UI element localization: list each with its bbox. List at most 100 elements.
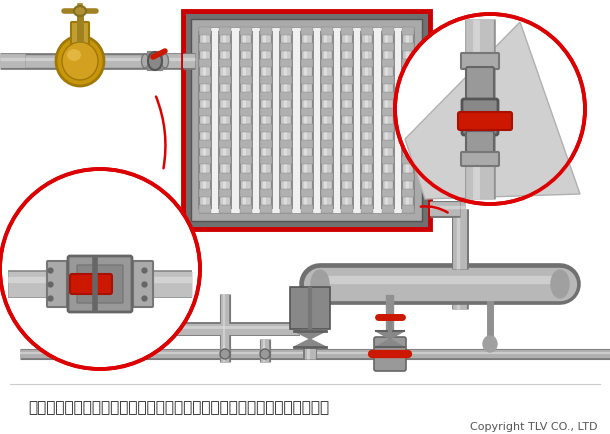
Bar xyxy=(301,141,312,149)
Bar xyxy=(199,125,211,133)
Bar xyxy=(199,157,211,165)
Bar xyxy=(199,108,211,117)
Bar xyxy=(321,108,333,117)
Bar xyxy=(199,92,211,101)
Bar xyxy=(240,189,251,197)
Bar xyxy=(240,173,251,181)
Bar xyxy=(321,157,333,165)
Bar xyxy=(199,141,211,149)
FancyBboxPatch shape xyxy=(461,54,499,70)
Bar xyxy=(402,189,414,197)
Bar xyxy=(280,125,292,133)
Bar xyxy=(301,60,312,68)
Bar xyxy=(321,141,333,149)
FancyBboxPatch shape xyxy=(461,153,499,167)
Bar xyxy=(382,60,393,68)
Bar xyxy=(361,44,373,52)
Bar xyxy=(402,141,414,149)
FancyBboxPatch shape xyxy=(462,100,498,136)
Bar xyxy=(361,189,373,197)
Bar xyxy=(220,92,231,101)
FancyBboxPatch shape xyxy=(81,309,133,349)
Bar xyxy=(382,92,393,101)
Ellipse shape xyxy=(126,310,164,348)
Bar xyxy=(301,189,312,197)
Bar xyxy=(280,28,292,36)
Bar xyxy=(382,76,393,84)
Bar xyxy=(402,157,414,165)
Bar xyxy=(280,189,292,197)
Bar xyxy=(199,28,211,36)
Bar xyxy=(402,92,414,101)
FancyBboxPatch shape xyxy=(68,256,132,312)
FancyBboxPatch shape xyxy=(47,261,67,307)
Ellipse shape xyxy=(260,349,270,359)
Bar xyxy=(361,141,373,149)
FancyBboxPatch shape xyxy=(290,287,330,329)
Bar xyxy=(361,173,373,181)
Bar xyxy=(240,76,251,84)
Bar xyxy=(280,44,292,52)
Bar xyxy=(382,44,393,52)
Bar xyxy=(220,206,231,214)
Bar xyxy=(280,206,292,214)
FancyBboxPatch shape xyxy=(466,132,494,164)
Bar xyxy=(260,157,272,165)
Bar xyxy=(341,206,353,214)
Bar xyxy=(321,125,333,133)
Bar xyxy=(361,28,373,36)
Bar xyxy=(341,76,353,84)
Bar xyxy=(382,125,393,133)
Bar xyxy=(321,76,333,84)
Bar xyxy=(341,108,353,117)
Polygon shape xyxy=(294,339,326,347)
Bar xyxy=(341,28,353,36)
Ellipse shape xyxy=(67,50,81,62)
Bar xyxy=(280,157,292,165)
Bar xyxy=(260,206,272,214)
Ellipse shape xyxy=(56,37,104,87)
Polygon shape xyxy=(294,331,326,339)
Bar xyxy=(341,157,353,165)
Bar xyxy=(220,28,231,36)
FancyBboxPatch shape xyxy=(466,68,494,102)
Bar xyxy=(240,60,251,68)
Bar xyxy=(402,108,414,117)
Bar xyxy=(321,60,333,68)
Bar xyxy=(382,28,393,36)
Bar xyxy=(240,108,251,117)
Bar xyxy=(260,76,272,84)
Bar xyxy=(341,189,353,197)
Bar xyxy=(341,44,353,52)
FancyBboxPatch shape xyxy=(77,265,123,303)
Bar xyxy=(240,141,251,149)
Bar xyxy=(260,141,272,149)
Ellipse shape xyxy=(148,53,162,71)
Bar xyxy=(361,60,373,68)
Bar xyxy=(280,76,292,84)
FancyBboxPatch shape xyxy=(374,337,406,371)
Bar xyxy=(260,125,272,133)
Bar xyxy=(220,60,231,68)
Bar xyxy=(280,141,292,149)
Bar xyxy=(301,92,312,101)
Bar xyxy=(341,173,353,181)
Polygon shape xyxy=(376,339,404,347)
Bar xyxy=(220,76,231,84)
Bar xyxy=(183,12,430,230)
FancyBboxPatch shape xyxy=(70,274,112,294)
Bar xyxy=(260,108,272,117)
Bar xyxy=(321,173,333,181)
Bar xyxy=(301,125,312,133)
Text: 配管全体は無理でも一部区間なら閉めきることが可能な場合があります。: 配管全体は無理でも一部区間なら閉めきることが可能な場合があります。 xyxy=(28,399,329,414)
Bar xyxy=(191,20,422,221)
Bar xyxy=(341,60,353,68)
Bar xyxy=(402,206,414,214)
FancyBboxPatch shape xyxy=(71,23,89,45)
Bar xyxy=(240,44,251,52)
Bar xyxy=(301,44,312,52)
Bar xyxy=(382,141,393,149)
Bar xyxy=(382,173,393,181)
Bar xyxy=(280,173,292,181)
Bar xyxy=(240,206,251,214)
